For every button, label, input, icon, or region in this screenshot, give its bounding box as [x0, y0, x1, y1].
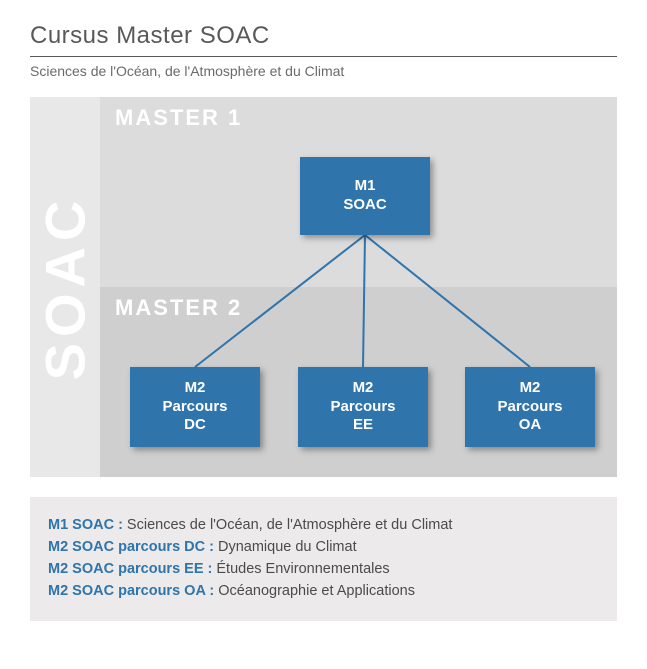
node-m2-dc: M2 Parcours DC	[130, 367, 260, 447]
node-m2-oa: M2 Parcours OA	[465, 367, 595, 447]
legend-def: Dynamique du Climat	[218, 539, 357, 555]
diagram-sidebar: SOAC	[30, 97, 100, 477]
legend-row: M2 SOAC parcours EE : Études Environneme…	[48, 561, 599, 577]
legend-term: M1 SOAC :	[48, 517, 123, 533]
legend-def: Sciences de l'Océan, de l'Atmosphère et …	[127, 517, 453, 533]
legend-row: M2 SOAC parcours DC : Dynamique du Clima…	[48, 539, 599, 555]
cursus-diagram: SOAC MASTER 1 MASTER 2 M1 SOAC M2 Parcou…	[30, 97, 617, 477]
legend-def: Océanographie et Applications	[218, 583, 415, 599]
legend-row: M2 SOAC parcours OA : Océanographie et A…	[48, 583, 599, 599]
section-label-master2: MASTER 2	[115, 295, 242, 321]
legend-box: M1 SOAC : Sciences de l'Océan, de l'Atmo…	[30, 497, 617, 621]
legend-row: M1 SOAC : Sciences de l'Océan, de l'Atmo…	[48, 517, 599, 533]
node-m2-ee: M2 Parcours EE	[298, 367, 428, 447]
section-label-master1: MASTER 1	[115, 105, 242, 131]
sidebar-acronym: SOAC	[33, 194, 98, 380]
page-subtitle: Sciences de l'Océan, de l'Atmosphère et …	[30, 63, 617, 79]
legend-term: M2 SOAC parcours DC :	[48, 539, 214, 555]
legend-def: Études Environnementales	[216, 561, 389, 577]
legend-term: M2 SOAC parcours EE :	[48, 561, 212, 577]
legend-term: M2 SOAC parcours OA :	[48, 583, 214, 599]
page-title: Cursus Master SOAC	[30, 22, 617, 57]
node-m1-soac: M1 SOAC	[300, 157, 430, 235]
